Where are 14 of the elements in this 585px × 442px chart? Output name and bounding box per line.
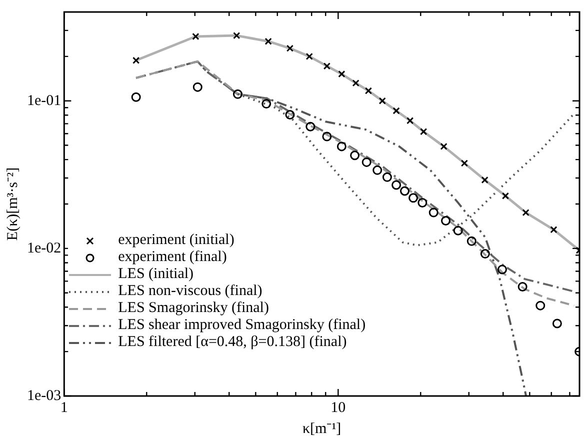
legend-label: LES non-viscous (final)	[118, 283, 262, 300]
legend-label: experiment (final)	[118, 249, 227, 266]
y-axis-title: E(κ)[m³·s⁻²]	[4, 167, 21, 241]
legend-label: LES (initial)	[118, 266, 194, 283]
legend-label: LES filtered [α=0.48, β=0.138] (final)	[118, 334, 347, 351]
legend-label: experiment (initial)	[118, 232, 234, 249]
x-axis-title: κ[m⁻¹]	[302, 420, 342, 437]
x-tick-label: 1	[60, 400, 68, 416]
y-tick-label: 1e-01	[26, 92, 62, 109]
y-tick-label: 1e-02	[26, 240, 62, 256]
legend-label: LES Smagorinsky (final)	[118, 300, 269, 317]
legend-label: LES shear improved Smagorinsky (final)	[118, 317, 366, 334]
y-tick-label: 1e-03	[26, 388, 62, 404]
x-tick-label: 10	[330, 400, 346, 416]
